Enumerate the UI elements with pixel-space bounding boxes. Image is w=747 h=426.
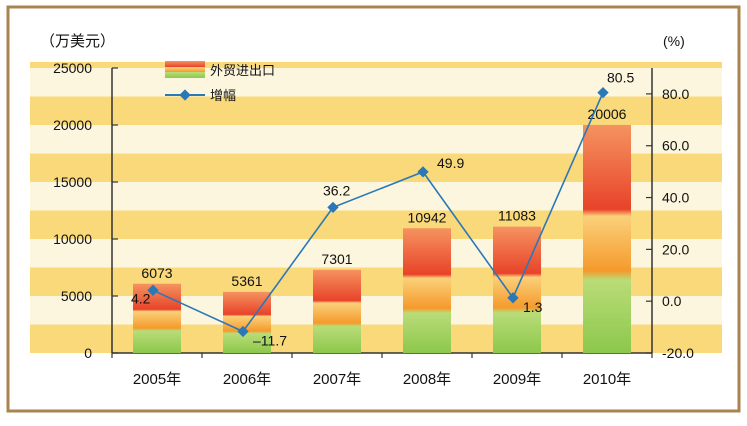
line-value-label: 36.2 bbox=[323, 182, 350, 198]
left-axis-title: （万美元） bbox=[40, 33, 115, 50]
line-point bbox=[237, 325, 249, 338]
line-value-label: 4.2 bbox=[131, 290, 151, 306]
line-point bbox=[507, 292, 519, 304]
left-tick-label: 15000 bbox=[53, 174, 92, 190]
line-value-label: 49.9 bbox=[437, 155, 464, 171]
bar-value-label: 7301 bbox=[321, 251, 352, 267]
bar-value-label: 11083 bbox=[498, 208, 536, 224]
x-tick-label: 2006年 bbox=[223, 371, 271, 388]
bar-value-label: 5361 bbox=[231, 273, 262, 289]
right-tick-label: 80.0 bbox=[662, 86, 689, 102]
line-path bbox=[152, 92, 604, 333]
bar bbox=[583, 124, 631, 353]
bar-value-label: 10942 bbox=[408, 209, 447, 225]
bar bbox=[223, 291, 271, 353]
right-tick-label: -20.0 bbox=[662, 345, 694, 361]
line-point bbox=[417, 166, 429, 178]
background-band bbox=[30, 96, 722, 125]
legend-line-label: 增幅 bbox=[210, 88, 236, 103]
line-value-label: 80.5 bbox=[607, 70, 634, 86]
bar bbox=[133, 283, 181, 353]
legend: 外贸进出口 增幅 bbox=[165, 61, 275, 103]
x-tick-label: 2007年 bbox=[313, 371, 361, 388]
right-tick-label: 60.0 bbox=[662, 138, 689, 154]
x-tick-label: 2009年 bbox=[493, 371, 541, 388]
legend-bar-swatch bbox=[165, 61, 205, 78]
legend-bar-label: 外贸进出口 bbox=[210, 63, 275, 78]
x-tick-label: 2005年 bbox=[133, 371, 181, 388]
left-tick-label: 10000 bbox=[53, 231, 92, 247]
x-tick-label: 2010年 bbox=[583, 371, 631, 388]
x-tick-label: 2008年 bbox=[403, 371, 451, 388]
left-axis-ticks: 0 5000 10000 15000 20000 25000 bbox=[53, 60, 118, 361]
right-axis-ticks: -20.0 0.0 20.0 40.0 60.0 80.0 bbox=[646, 86, 694, 361]
x-axis-ticks: 2005年 2006年 2007年 2008年 2009年 2010年 bbox=[111, 353, 653, 388]
background-band bbox=[30, 62, 722, 68]
line-point bbox=[327, 201, 339, 214]
left-tick-label: 25000 bbox=[53, 60, 92, 76]
line-series: 4.2 –11.7 36.2 49.9 1.3 80.5 bbox=[131, 70, 634, 349]
line-value-label: –11.7 bbox=[253, 332, 287, 348]
left-tick-label: 5000 bbox=[61, 288, 92, 304]
right-tick-label: 0.0 bbox=[662, 293, 682, 309]
bar-value-label: 20006 bbox=[588, 106, 627, 122]
line-point bbox=[147, 284, 159, 296]
bar bbox=[403, 228, 451, 353]
left-tick-label: 0 bbox=[84, 345, 92, 361]
bar bbox=[313, 269, 361, 353]
right-tick-label: 20.0 bbox=[662, 241, 689, 257]
right-axis-title: (%) bbox=[663, 33, 685, 49]
bar-value-label: 6073 bbox=[141, 265, 172, 281]
right-tick-label: 40.0 bbox=[662, 190, 689, 206]
left-tick-label: 20000 bbox=[53, 117, 92, 133]
line-value-label: 1.3 bbox=[523, 299, 543, 315]
